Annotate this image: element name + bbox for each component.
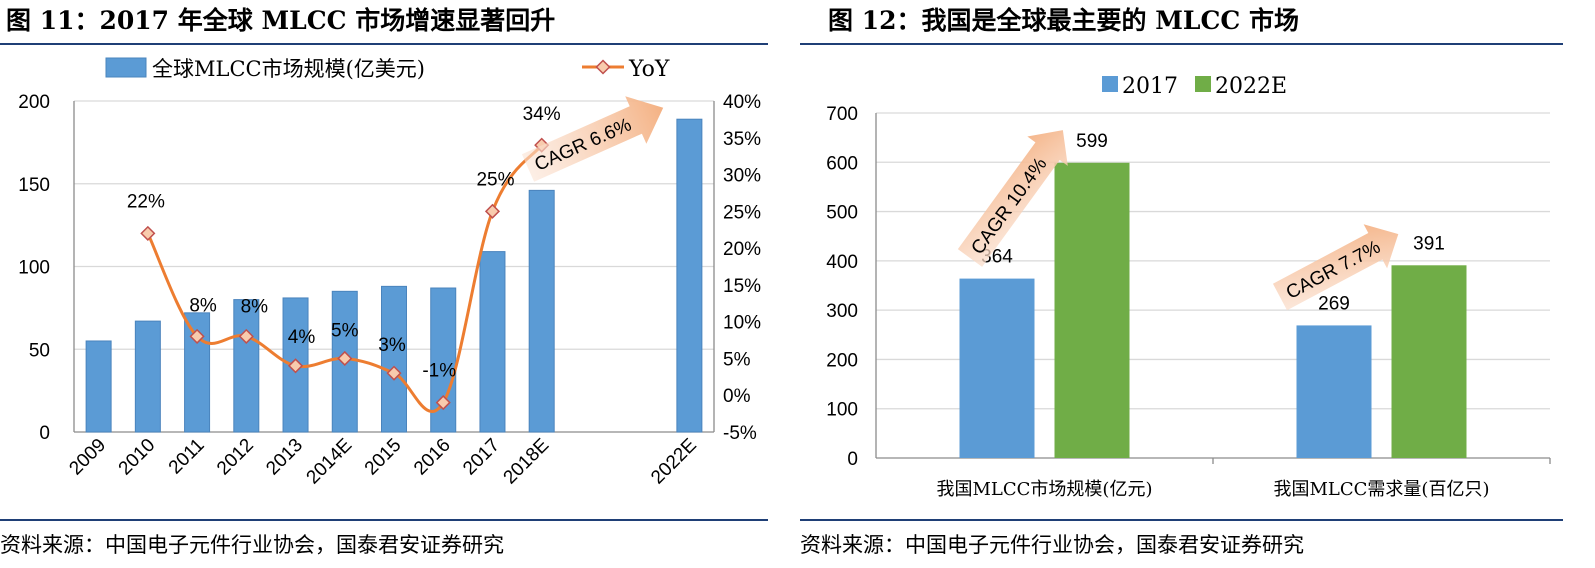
- yoy-point: [337, 350, 353, 367]
- legend-bar-swatch: [105, 57, 147, 78]
- figure-11-source: 资料来源：中国电子元件行业协会，国泰君安证券研究: [0, 533, 504, 557]
- y-right-tick-label: 35%: [723, 129, 761, 150]
- x-tick-label: 2013: [262, 435, 307, 480]
- figure-11-title: 图 11：2017 年全球 MLCC 市场增速显著回升: [6, 6, 556, 35]
- x-tick-label: 2018E: [500, 435, 554, 489]
- yoy-data-label: 25%: [476, 169, 514, 190]
- yoy-data-label: 5%: [331, 320, 359, 341]
- cagr-arrow-shape: [521, 96, 664, 182]
- y-left-tick-label: 100: [18, 258, 50, 279]
- legend-swatch-2017: [1102, 76, 1118, 92]
- bar: [959, 278, 1035, 458]
- bar: [479, 251, 506, 433]
- yoy-point: [435, 395, 451, 411]
- cagr-arrow-shape: [957, 130, 1068, 267]
- yoy-point: [238, 328, 254, 344]
- x-tick-label: 2012: [213, 435, 258, 480]
- y-tick-label: 500: [826, 203, 858, 224]
- y-right-tick-label: 25%: [723, 202, 761, 223]
- bar-data-label: 391: [1413, 233, 1445, 254]
- x-tick-label: 2017: [459, 435, 504, 480]
- bar-data-label: 269: [1318, 293, 1350, 314]
- y-tick-label: 600: [826, 153, 858, 174]
- y-tick-label: 300: [826, 301, 858, 322]
- china-mlcc-chart: 0100200300400500600700364599我国MLCC市场规模(亿…: [826, 74, 1551, 500]
- legend-bar-label: 全球MLCC市场规模(亿美元): [152, 57, 425, 81]
- y-left-tick-label: 150: [18, 175, 50, 196]
- x-tick-label: 2010: [115, 435, 160, 480]
- x-tick-label: 2009: [65, 435, 110, 480]
- y-right-tick-label: 15%: [723, 276, 761, 297]
- y-right-tick-label: 5%: [723, 349, 751, 370]
- legend-label-2017: 2017: [1122, 74, 1178, 99]
- y-right-tick-label: 30%: [723, 166, 761, 187]
- yoy-point: [484, 203, 501, 219]
- x-tick-label: 2011: [165, 435, 209, 479]
- y-right-tick-label: -5%: [723, 423, 757, 444]
- figure-11-top-rule: [0, 43, 768, 45]
- bar-data-label: 599: [1076, 131, 1108, 152]
- bar: [1391, 265, 1467, 458]
- figure-12-top-rule: [800, 43, 1563, 45]
- yoy-point: [140, 225, 156, 241]
- yoy-point: [386, 365, 402, 381]
- x-tick-label: 我国MLCC市场规模(亿元): [937, 479, 1153, 500]
- figure-12-bottom-rule: [800, 519, 1563, 521]
- figure-11-panel: 图 11：2017 年全球 MLCC 市场增速显著回升 0 50 100 150 200…: [0, 0, 780, 568]
- legend-line-marker: [595, 59, 611, 75]
- bar: [1054, 162, 1130, 458]
- y-right-tick-label: 20%: [723, 239, 761, 260]
- legend-line-label: YoY: [628, 57, 670, 82]
- cagr-annotation-label: CAGR 10.4%: [967, 154, 1051, 259]
- yoy-point: [189, 328, 205, 344]
- x-tick-label: 2015: [361, 435, 406, 480]
- yoy-data-label: 3%: [378, 335, 406, 356]
- cagr-arrow: CAGR 6.6%: [521, 96, 664, 182]
- y-right-tick-label: 10%: [723, 313, 761, 334]
- y-right-tick-label: 0%: [723, 386, 751, 407]
- yoy-data-label: 34%: [523, 104, 561, 125]
- figure-12-source: 资料来源：中国电子元件行业协会，国泰君安证券研究: [800, 533, 1304, 557]
- global-mlcc-chart: 0 50 100 150 200 -5% 0% 5% 10% 15% 20% 25% 30% 35% 40%…: [18, 57, 761, 489]
- y-tick-label: 400: [826, 252, 858, 273]
- y-tick-label: 200: [826, 350, 858, 371]
- y-left-tick-label: 0: [39, 423, 50, 444]
- yoy-point: [287, 358, 304, 374]
- yoy-data-label: 22%: [127, 191, 165, 212]
- y-left-tick-label: 200: [18, 92, 50, 113]
- cagr-arrow-shape: [1272, 224, 1399, 311]
- x-tick-label: 2022E: [647, 435, 701, 489]
- bar: [676, 118, 703, 433]
- yoy-data-label: 8%: [241, 296, 269, 317]
- figure-11-bottom-rule: [0, 519, 768, 521]
- y-tick-label: 700: [826, 104, 858, 125]
- y-tick-label: 0: [847, 449, 858, 470]
- bar: [233, 299, 260, 433]
- legend-label-2022e: 2022E: [1215, 74, 1287, 99]
- y-tick-label: 100: [826, 400, 858, 421]
- y-right-tick-label: 40%: [723, 92, 761, 113]
- yoy-data-label: 8%: [189, 295, 217, 316]
- yoy-line: [146, 144, 543, 413]
- figure-12-panel: 图 12：我国是全球最主要的 MLCC 市场 0 100 200 300 400 500 6…: [800, 0, 1595, 568]
- figure-12-title: 图 12：我国是全球最主要的 MLCC 市场: [828, 6, 1299, 35]
- bar: [1296, 325, 1372, 458]
- bar: [134, 320, 161, 433]
- x-tick-label: 2014E: [303, 435, 357, 489]
- bar: [85, 340, 112, 433]
- x-tick-label: 2016: [410, 435, 455, 480]
- x-tick-label: 我国MLCC需求量(百亿只): [1274, 479, 1490, 500]
- yoy-data-label: -1%: [422, 361, 456, 382]
- bar: [381, 285, 407, 433]
- y-left-tick-label: 50: [29, 340, 50, 361]
- bar: [528, 189, 555, 433]
- legend-swatch-2022e: [1195, 76, 1211, 92]
- yoy-data-label: 4%: [288, 327, 316, 348]
